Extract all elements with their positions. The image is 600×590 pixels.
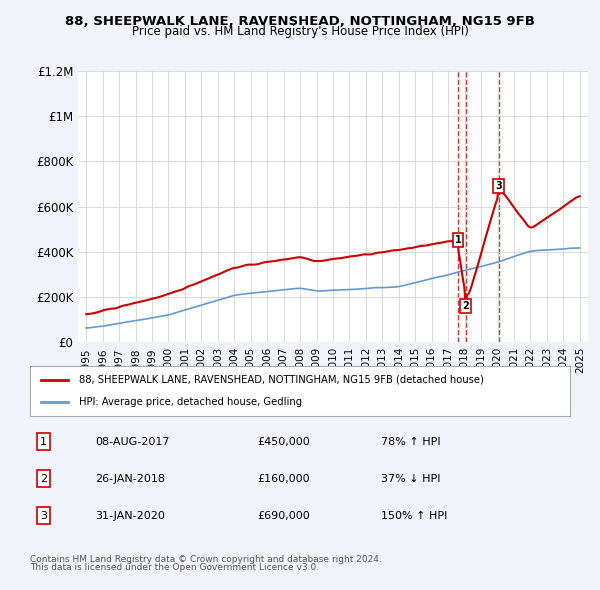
Text: 37% ↓ HPI: 37% ↓ HPI [381,474,440,484]
Text: £160,000: £160,000 [257,474,310,484]
Text: 1: 1 [40,437,47,447]
Text: 26-JAN-2018: 26-JAN-2018 [95,474,165,484]
Text: 88, SHEEPWALK LANE, RAVENSHEAD, NOTTINGHAM, NG15 9FB (detached house): 88, SHEEPWALK LANE, RAVENSHEAD, NOTTINGH… [79,375,484,385]
Text: 78% ↑ HPI: 78% ↑ HPI [381,437,440,447]
Text: £450,000: £450,000 [257,437,310,447]
Text: HPI: Average price, detached house, Gedling: HPI: Average price, detached house, Gedl… [79,397,302,407]
Text: This data is licensed under the Open Government Licence v3.0.: This data is licensed under the Open Gov… [30,563,319,572]
Text: 2: 2 [40,474,47,484]
Text: 150% ↑ HPI: 150% ↑ HPI [381,510,448,520]
Text: 3: 3 [495,181,502,191]
Text: 88, SHEEPWALK LANE, RAVENSHEAD, NOTTINGHAM, NG15 9FB: 88, SHEEPWALK LANE, RAVENSHEAD, NOTTINGH… [65,15,535,28]
Text: £690,000: £690,000 [257,510,310,520]
Text: Contains HM Land Registry data © Crown copyright and database right 2024.: Contains HM Land Registry data © Crown c… [30,555,382,563]
Text: 3: 3 [40,510,47,520]
Text: 2: 2 [463,301,469,311]
Text: 1: 1 [455,235,461,245]
Text: 08-AUG-2017: 08-AUG-2017 [95,437,169,447]
Text: 31-JAN-2020: 31-JAN-2020 [95,510,164,520]
Text: Price paid vs. HM Land Registry's House Price Index (HPI): Price paid vs. HM Land Registry's House … [131,25,469,38]
